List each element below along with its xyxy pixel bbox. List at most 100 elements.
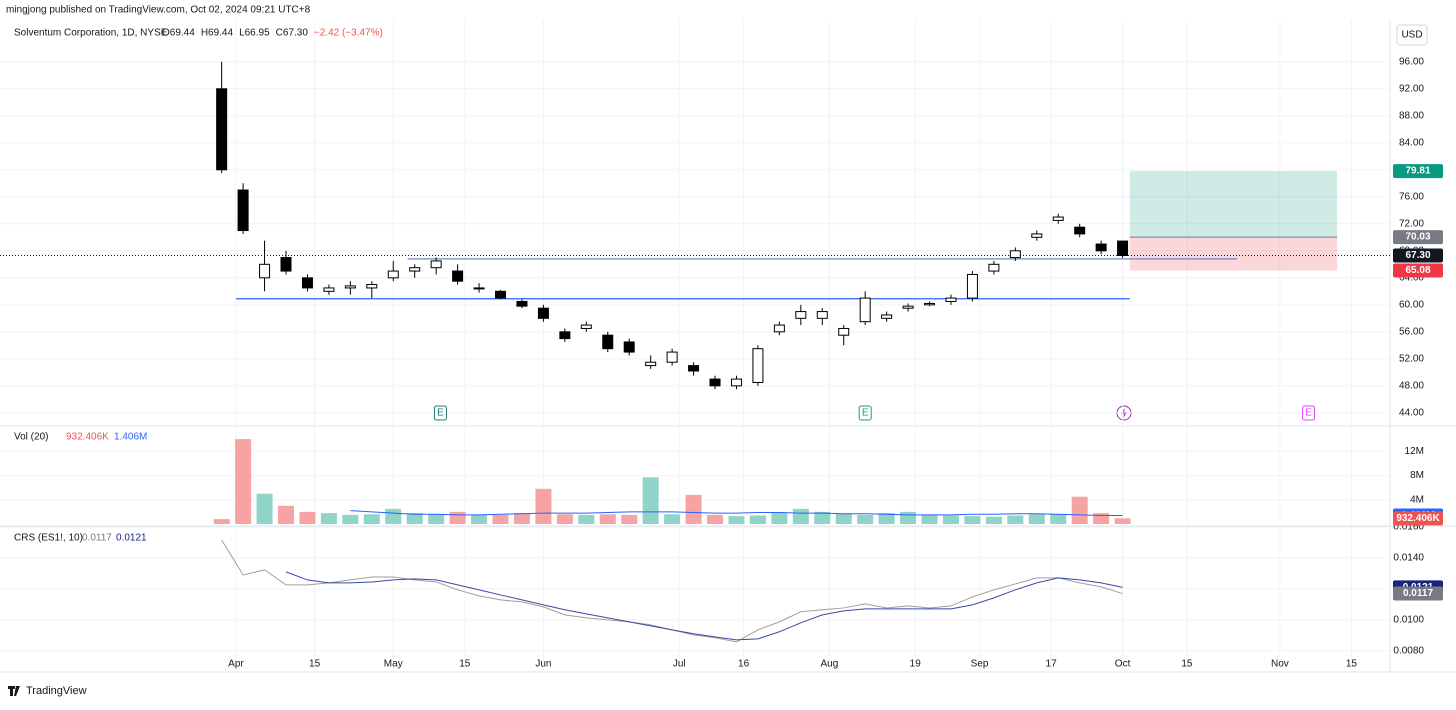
x-tick-label: 15 (1346, 659, 1358, 670)
candle-body (709, 378, 721, 387)
brand-logo (8, 686, 20, 696)
volume-bar (256, 493, 273, 524)
volume-bar (599, 514, 616, 524)
volume-bar (792, 508, 809, 524)
candle-body (237, 189, 249, 232)
x-tick-label: 17 (1046, 659, 1058, 670)
y-tick-label: 12M (1405, 446, 1424, 457)
candle-body (623, 341, 635, 353)
currency[interactable]: USD (1401, 30, 1422, 41)
candle-body (666, 351, 678, 363)
y-tick-label: 4M (1410, 494, 1424, 505)
candle-body (988, 263, 1000, 272)
legend-title: Vol (20) (14, 432, 48, 443)
candle-body (752, 348, 764, 383)
legend-value: 0.0121 (116, 533, 147, 544)
published-note: mingjong published on TradingView.com, O… (6, 5, 311, 16)
x-tick-label: Apr (228, 659, 244, 670)
volume-bar (728, 516, 745, 524)
candle-body (537, 307, 549, 319)
ohlc-legend: L66.95 (239, 28, 270, 39)
event-label: E (437, 408, 444, 419)
volume-bar (299, 511, 316, 524)
volume-bar (664, 514, 681, 524)
volume-ma (350, 510, 1123, 517)
volume-bar (878, 513, 895, 524)
candle-body (795, 311, 807, 319)
y-tick-label: 60.00 (1399, 299, 1424, 310)
brand-name: TradingView (26, 685, 87, 697)
candle-body (430, 260, 442, 269)
event-marker (858, 405, 872, 421)
candle-body (1052, 216, 1064, 221)
y-tick-label: 72.00 (1399, 218, 1424, 229)
candle-body (945, 297, 957, 302)
candle-body (602, 334, 614, 350)
legend-value: 932.406K (66, 432, 109, 443)
volume-bar (1093, 513, 1110, 524)
volume-bar (771, 513, 788, 524)
price-label-box (1393, 248, 1443, 263)
price-label: 70.03 (1405, 232, 1430, 243)
candle-body (323, 287, 335, 292)
y-tick-label: 84.00 (1399, 137, 1424, 148)
volume-bar (406, 513, 423, 524)
volume-bar (621, 514, 638, 524)
volume-bar (428, 514, 445, 524)
volume-bar (342, 514, 359, 524)
y-tick-label: 0.0160 (1393, 522, 1424, 533)
volume-bar (749, 515, 766, 524)
y-tick-label: 0.0080 (1393, 645, 1424, 656)
y-tick-label: 96.00 (1399, 56, 1424, 67)
price-label-box (1393, 230, 1443, 245)
candle-body (259, 263, 271, 279)
volume-bar (492, 514, 509, 524)
x-tick-label: Sep (971, 659, 989, 670)
volume-bar (213, 519, 230, 524)
price-label: 67.30 (1405, 250, 1430, 261)
y-tick-label: 56.00 (1399, 326, 1424, 337)
price-label: 932.406K (1396, 513, 1440, 524)
legend-value: 1.406M (114, 432, 147, 443)
x-tick-label: Oct (1115, 659, 1131, 670)
y-tick-label: 0.0100 (1393, 614, 1424, 625)
y-tick-label: 0.0140 (1393, 553, 1424, 564)
legend-title: Solventum Corporation, 1D, NYSE (14, 28, 168, 39)
volume-bar (513, 513, 530, 524)
event-label: E (862, 408, 869, 419)
x-tick-label: May (384, 659, 403, 670)
x-tick-label: 15 (1181, 659, 1193, 670)
currency-button[interactable] (1396, 24, 1428, 46)
candle-body (344, 285, 356, 289)
candle-body (495, 290, 507, 299)
candle-body (301, 277, 313, 289)
target-zone (1129, 171, 1338, 238)
volume-bar (1050, 514, 1067, 524)
candle-body (1031, 233, 1043, 238)
y-tick-label: 52.00 (1399, 353, 1424, 364)
y-tick-label: 64.00 (1399, 272, 1424, 283)
volume-bar (471, 514, 488, 524)
brand: TradingView (8, 685, 87, 697)
volume-bar (385, 508, 402, 524)
candle-body (773, 324, 785, 333)
candle-body (452, 270, 464, 282)
x-tick-label: Aug (821, 659, 839, 670)
volume-bar (1028, 514, 1045, 524)
volume-bar (964, 516, 981, 524)
volume-bar (942, 515, 959, 524)
x-tick-label: 15 (309, 659, 321, 670)
candle-body (838, 327, 850, 336)
candle-body (366, 284, 378, 289)
volume-bar (1071, 496, 1088, 524)
legend-value: 0.0117 (82, 533, 112, 544)
y-tick-label: 88.00 (1399, 110, 1424, 121)
volume-bar (900, 511, 917, 524)
event-marker (1301, 405, 1315, 421)
candle-body (730, 378, 742, 387)
volume-bar (814, 511, 831, 524)
stop-zone (1129, 237, 1338, 271)
volume-bar (556, 514, 573, 524)
ohlc-legend: C67.30 (276, 28, 309, 39)
